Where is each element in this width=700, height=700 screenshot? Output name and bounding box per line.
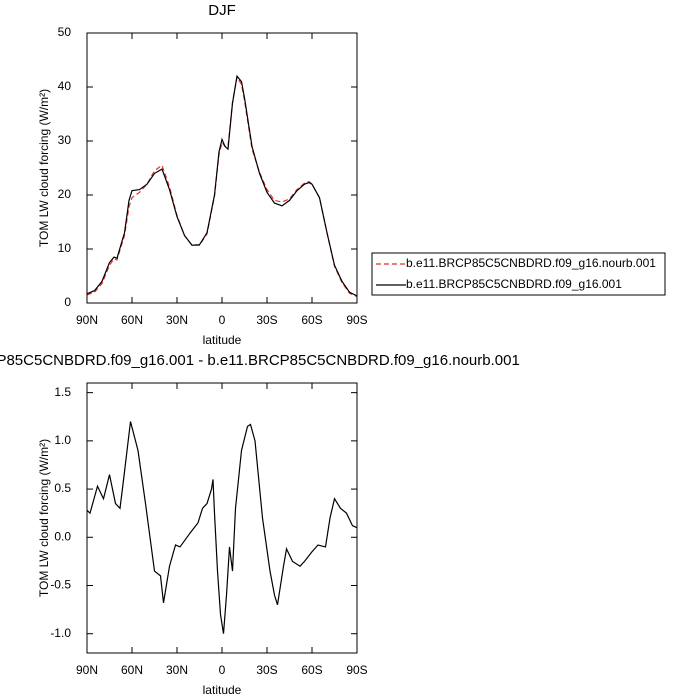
y-tick-label: 0.0: [54, 529, 71, 543]
y-tick-label: 0: [64, 295, 71, 309]
y-tick-label: 50: [58, 25, 72, 39]
x-tick-label: 90S: [346, 313, 367, 327]
y-tick-label: 40: [58, 79, 72, 93]
x-axis-label: latitude: [203, 333, 242, 347]
x-axis-label: latitude: [203, 683, 242, 697]
y-axis-label: TOM LW cloud forcing (W/m²): [37, 439, 51, 597]
plot-frame: [86, 382, 358, 654]
x-tick-label: 90N: [76, 313, 98, 327]
plot-frame: [86, 32, 358, 304]
y-axis-label: TOM LW cloud forcing (W/m²): [37, 89, 51, 247]
y-tick-label: 20: [58, 187, 72, 201]
legend-label: b.e11.BRCP85C5CNBDRD.f09_g16.001: [406, 277, 622, 291]
data-line: [86, 421, 358, 634]
chart-title: b.e11.BRCP85C5CNBDRD.f09_g16.001 - b.e11…: [0, 352, 520, 369]
data-line: [86, 75, 358, 298]
x-tick-label: 30S: [256, 663, 277, 677]
y-tick-label: 10: [58, 241, 72, 255]
x-tick-label: 60S: [301, 313, 322, 327]
x-tick-label: 30N: [166, 663, 188, 677]
y-tick-label: 1.5: [54, 385, 71, 399]
y-tick-label: -1.0: [50, 626, 71, 640]
x-tick-label: 30N: [166, 313, 188, 327]
chart-title: DJF: [208, 2, 236, 19]
x-tick-label: 90S: [346, 663, 367, 677]
legend-label: b.e11.BRCP85C5CNBDRD.f09_g16.nourb.001: [406, 256, 656, 270]
data-line: [86, 74, 358, 297]
y-tick-label: -0.5: [50, 578, 71, 592]
x-tick-label: 90N: [76, 663, 98, 677]
legend-box: [371, 252, 666, 296]
y-tick-label: 1.0: [54, 433, 71, 447]
x-tick-label: 60N: [121, 313, 143, 327]
x-tick-label: 0: [219, 313, 226, 327]
x-tick-label: 60N: [121, 663, 143, 677]
x-tick-label: 0: [219, 663, 226, 677]
x-tick-label: 60S: [301, 663, 322, 677]
x-tick-label: 30S: [256, 313, 277, 327]
y-tick-label: 0.5: [54, 481, 71, 495]
y-tick-label: 30: [58, 133, 72, 147]
